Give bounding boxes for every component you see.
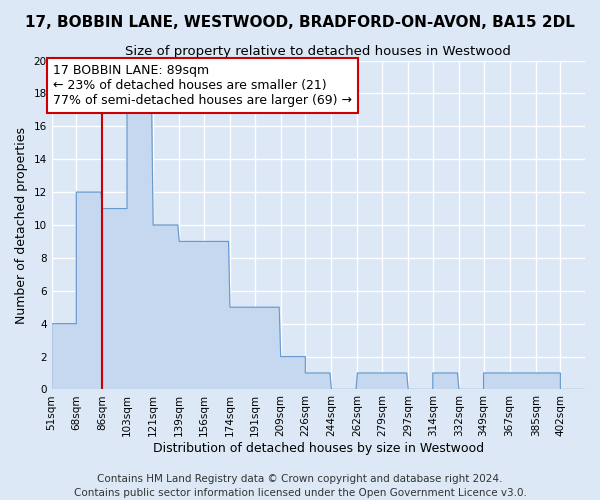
Title: Size of property relative to detached houses in Westwood: Size of property relative to detached ho… [125,45,511,58]
Polygon shape [52,110,585,390]
X-axis label: Distribution of detached houses by size in Westwood: Distribution of detached houses by size … [153,442,484,455]
Y-axis label: Number of detached properties: Number of detached properties [15,126,28,324]
Text: Contains HM Land Registry data © Crown copyright and database right 2024.
Contai: Contains HM Land Registry data © Crown c… [74,474,526,498]
Text: 17 BOBBIN LANE: 89sqm
← 23% of detached houses are smaller (21)
77% of semi-deta: 17 BOBBIN LANE: 89sqm ← 23% of detached … [53,64,352,107]
Text: 17, BOBBIN LANE, WESTWOOD, BRADFORD-ON-AVON, BA15 2DL: 17, BOBBIN LANE, WESTWOOD, BRADFORD-ON-A… [25,15,575,30]
